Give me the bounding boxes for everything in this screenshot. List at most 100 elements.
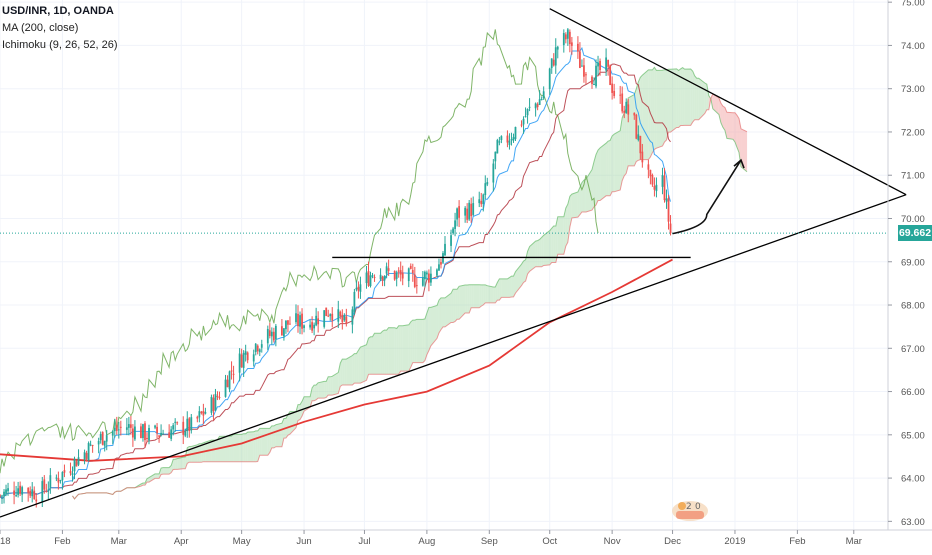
cloud-segment	[272, 426, 274, 448]
cloud-segment	[509, 276, 511, 297]
candle-body	[605, 57, 607, 70]
candle-body	[13, 491, 15, 495]
cloud-segment	[219, 436, 225, 461]
candle-body	[100, 434, 102, 440]
cloud-segment	[465, 285, 467, 313]
candle-body	[198, 411, 200, 417]
candle-body	[500, 136, 502, 140]
x-tick-label: Nov	[604, 536, 621, 547]
cloud-segment	[485, 285, 487, 303]
candle-body	[577, 44, 579, 52]
candle-body	[160, 433, 162, 436]
candle-body	[515, 127, 517, 139]
candle-body	[3, 492, 5, 496]
cloud-segment	[415, 319, 417, 362]
cloud-segment	[163, 468, 169, 474]
candle-body	[331, 314, 333, 321]
cloud-segment	[324, 381, 326, 398]
cloud-segment	[383, 330, 385, 374]
x-tick-label: Feb	[54, 536, 70, 547]
cloud-segment	[473, 285, 479, 308]
candle-body	[454, 220, 456, 229]
cloud-segment	[699, 78, 705, 120]
candle-body	[7, 488, 9, 491]
candle-body	[140, 426, 142, 438]
candle-body	[17, 488, 19, 495]
y-tick-label: 74.00	[901, 41, 925, 52]
cloud-segment	[358, 347, 360, 383]
candle-body	[535, 103, 537, 108]
candle-body	[47, 490, 49, 491]
cloud-segment	[681, 68, 683, 126]
candle	[496, 139, 498, 154]
candle-body	[27, 488, 29, 493]
cloud-segment	[652, 67, 654, 152]
symbol-title[interactable]: USD/INR, 1D, OANDA	[2, 3, 118, 20]
candle-body	[215, 394, 217, 410]
candle-body	[261, 344, 263, 348]
cloud-segment	[536, 241, 538, 267]
candle-body	[555, 47, 557, 65]
candle-body	[219, 397, 221, 398]
cloud-segment	[479, 285, 481, 308]
candle-body	[541, 99, 543, 100]
cloud-segment	[354, 354, 356, 383]
candle-body	[182, 422, 184, 435]
cloud-segment	[425, 313, 427, 361]
candle-body	[148, 428, 150, 440]
cloud-segment	[691, 69, 693, 125]
candle-body	[204, 412, 206, 414]
candle-body	[287, 320, 289, 324]
svg-text:2: 2	[686, 502, 692, 512]
candle-body	[609, 65, 611, 85]
candle-body	[325, 308, 327, 316]
candle-body	[633, 113, 635, 115]
cloud-segment	[677, 69, 679, 128]
candle-body	[217, 396, 219, 397]
candle-body	[571, 42, 573, 45]
cloud-segment	[213, 440, 215, 462]
candle	[515, 127, 517, 141]
y-tick-label: 67.00	[901, 344, 925, 355]
candle-body	[509, 141, 511, 145]
candle-body	[327, 316, 329, 317]
candle-body	[388, 268, 390, 271]
cloud-segment	[685, 69, 691, 125]
candle-body	[468, 203, 470, 220]
candle-body	[225, 380, 227, 397]
candle-body	[297, 314, 299, 326]
x-tick-label: Feb	[789, 536, 805, 547]
candle-body	[464, 208, 466, 216]
candle	[609, 64, 611, 85]
candle-body	[92, 445, 94, 446]
candle-body	[625, 102, 627, 113]
candle-body	[539, 99, 541, 105]
candle-body	[472, 203, 474, 215]
cloud-segment	[600, 143, 606, 200]
candle-body	[15, 495, 17, 496]
cloud-segment	[501, 279, 507, 298]
cloud-segment	[455, 289, 457, 321]
cloud-segment	[524, 260, 526, 283]
candle-body	[492, 164, 494, 183]
cloud-segment	[606, 141, 608, 196]
ma-indicator-label[interactable]: MA (200, close)	[2, 20, 118, 37]
cloud-segment	[360, 345, 366, 383]
candle-body	[196, 417, 198, 419]
cloud-segment	[493, 287, 495, 303]
candle-body	[303, 325, 305, 328]
candle-body	[668, 198, 670, 221]
candle-body	[132, 429, 134, 438]
ichimoku-indicator-label[interactable]: Ichimoku (9, 26, 52, 26)	[2, 37, 118, 54]
candle-body	[106, 435, 108, 441]
cloud-segment	[268, 428, 270, 455]
cloud-segment	[507, 278, 509, 298]
candle-body	[567, 29, 569, 38]
cloud-segment	[397, 326, 399, 374]
candle-body	[430, 274, 432, 283]
cloud-segment	[733, 113, 735, 142]
candle-body	[253, 354, 255, 361]
candle-body	[553, 60, 555, 66]
